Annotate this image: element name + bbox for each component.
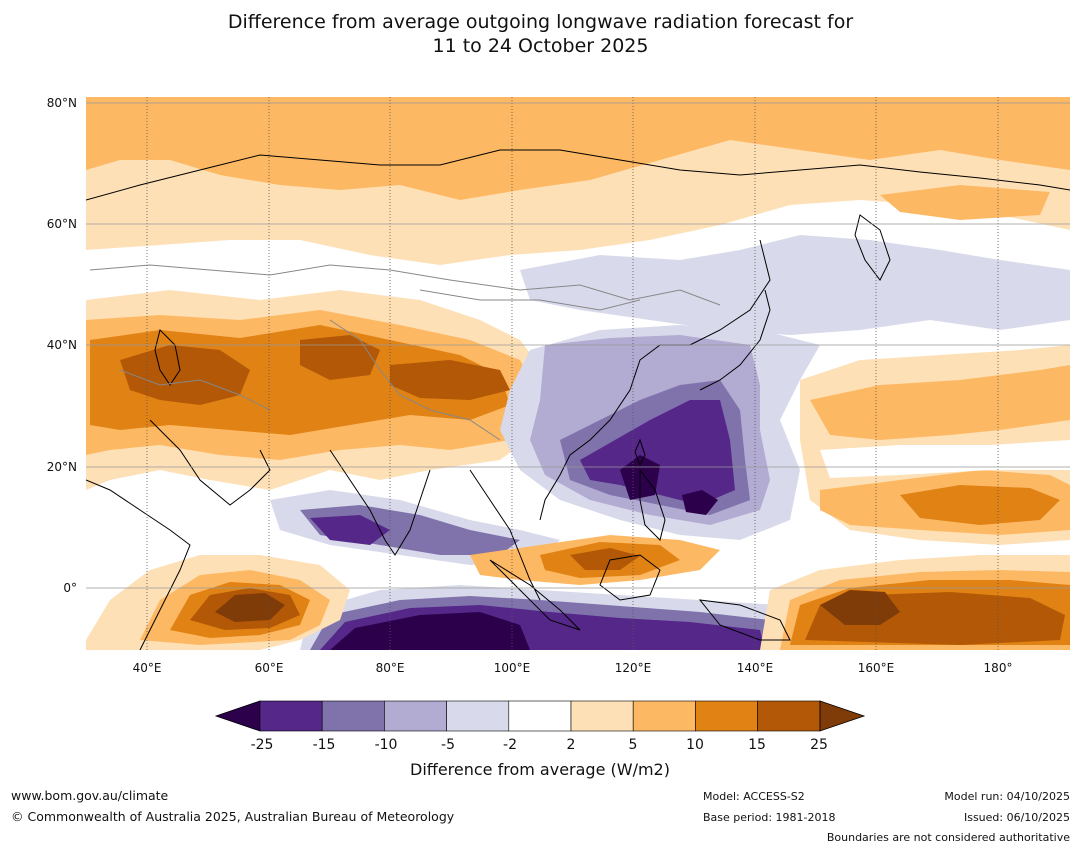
anomaly-region-wpac-dark	[580, 400, 735, 505]
footer-disclaimer: Boundaries are not considered authoritat…	[826, 831, 1070, 844]
colorbar-label-2: -15	[313, 737, 336, 753]
lon-tick-60e: 60°E	[255, 661, 284, 675]
latitude-tick-labels: 80°N 60°N 40°N 20°N 0°	[47, 96, 77, 595]
colorbar-segment-1	[259, 700, 323, 732]
anomaly-region-casia-brown-east	[390, 360, 510, 400]
colorbar-title: Difference from average (W/m2)	[410, 760, 670, 779]
anomaly-region-io-dark	[310, 515, 390, 545]
colorbar-segment-6	[570, 700, 634, 732]
anomaly-region-npac-pale	[520, 235, 1070, 335]
anomaly-region-cpac-dark-orange	[900, 485, 1060, 525]
coastline-taiwan	[634, 438, 646, 467]
anomaly-region-casia-brown-west	[120, 345, 250, 405]
anomaly-region-wio-darkest	[215, 593, 285, 622]
lon-tick-140e: 140°E	[737, 661, 774, 675]
anomaly-region-sio-deepest	[330, 612, 530, 650]
colorbar-label-5: -2	[503, 737, 517, 753]
colorbar-label-9: 15	[748, 737, 766, 753]
coastline-new-guinea	[698, 599, 791, 641]
lon-tick-120e: 120°E	[615, 661, 652, 675]
lat-tick-0: 0°	[63, 581, 77, 595]
map-figure: 40°E 60°E 80°E 100°E 120°E 140°E 160°E 1…	[47, 96, 1070, 779]
meridians	[146, 97, 999, 650]
map-title: Difference from average outgoing longwav…	[0, 10, 1081, 58]
footer-copyright: © Commonwealth of Australia 2025, Austra…	[11, 809, 455, 824]
graticule	[86, 97, 1070, 650]
lat-tick-20n: 20°N	[47, 460, 77, 474]
lon-tick-160e: 160°E	[858, 661, 895, 675]
map-panel: 40°E 60°E 80°E 100°E 120°E 140°E 160°E 1…	[47, 96, 1070, 675]
colorbar-over-arrow	[819, 700, 866, 732]
colorbar-label-8: 10	[686, 737, 704, 753]
colorbar-label-7: 5	[629, 737, 638, 753]
footer-website: www.bom.gov.au/climate	[11, 788, 169, 803]
coastline-philippines	[639, 468, 666, 541]
lat-tick-80n: 80°N	[47, 96, 77, 110]
footer-model-run: Model run: 04/10/2025	[944, 790, 1070, 803]
coastline-east-asia	[539, 239, 771, 521]
lon-tick-80e: 80°E	[376, 661, 405, 675]
boundary-china-west	[329, 319, 501, 441]
coastline-arabia	[149, 419, 271, 506]
anomaly-region-north-orange-east	[880, 185, 1050, 220]
colorbar-segment-2	[321, 700, 385, 732]
colorbar-segment-5	[508, 700, 572, 732]
colorbar-segment-3	[384, 700, 447, 732]
footer-issued: Issued: 06/10/2025	[963, 811, 1070, 824]
anomaly-field	[86, 97, 1070, 650]
lat-tick-40n: 40°N	[47, 338, 77, 352]
anomaly-region-north-orange	[86, 97, 1070, 200]
title-line-2: 11 to 24 October 2025	[432, 35, 649, 57]
coastline-indochina	[469, 469, 541, 601]
coastline-borneo	[599, 554, 661, 601]
colorbar-label-10: 25	[810, 737, 828, 753]
anomaly-region-cpac-white-gap	[820, 440, 1070, 478]
colorbar-label-1: -25	[251, 737, 274, 753]
title-line-1: Difference from average outgoing longwav…	[227, 11, 854, 33]
coastline-africa	[86, 479, 191, 650]
colorbar-segment-7	[632, 700, 696, 732]
anomaly-region-epac-darkest	[820, 590, 900, 625]
colorbar-under-arrow	[214, 700, 261, 732]
colorbar-label-6: 2	[567, 737, 576, 753]
coastline-arctic	[86, 149, 1070, 201]
anomaly-region-mc-brown	[570, 548, 640, 570]
footer-model: Model: ACCESS-S2	[703, 790, 805, 803]
footer-base-period: Base period: 1981-2018	[703, 811, 836, 824]
coastline-japan	[699, 289, 771, 391]
anomaly-region-wpac-deepest-east	[682, 490, 718, 515]
colorbar-label-4: -5	[441, 737, 455, 753]
longitude-tick-labels: 40°E 60°E 80°E 100°E 120°E 140°E 160°E 1…	[133, 661, 1013, 675]
boundary-china-mongolia	[419, 289, 641, 311]
colorbar-segment-4	[446, 700, 510, 732]
parallels	[86, 102, 1070, 589]
coastline-sumatra	[489, 559, 581, 631]
colorbar-segment-8	[695, 700, 758, 732]
lon-tick-100e: 100°E	[494, 661, 531, 675]
boundaries	[89, 264, 721, 441]
lat-tick-60n: 60°N	[47, 217, 77, 231]
colorbar-segment-9	[757, 700, 821, 732]
colorbar: -25 -15 -10 -5 -2 2 5 10 15 25 Differenc…	[214, 700, 866, 779]
anomaly-region-cpac-orange	[810, 365, 1070, 440]
lon-tick-40e: 40°E	[133, 661, 162, 675]
boundary-russia-south	[89, 264, 721, 306]
colorbar-label-3: -10	[375, 737, 398, 753]
lon-tick-180: 180°	[984, 661, 1013, 675]
anomaly-region-casia-brown-central	[300, 335, 380, 380]
coastline-kamchatka	[854, 214, 891, 281]
